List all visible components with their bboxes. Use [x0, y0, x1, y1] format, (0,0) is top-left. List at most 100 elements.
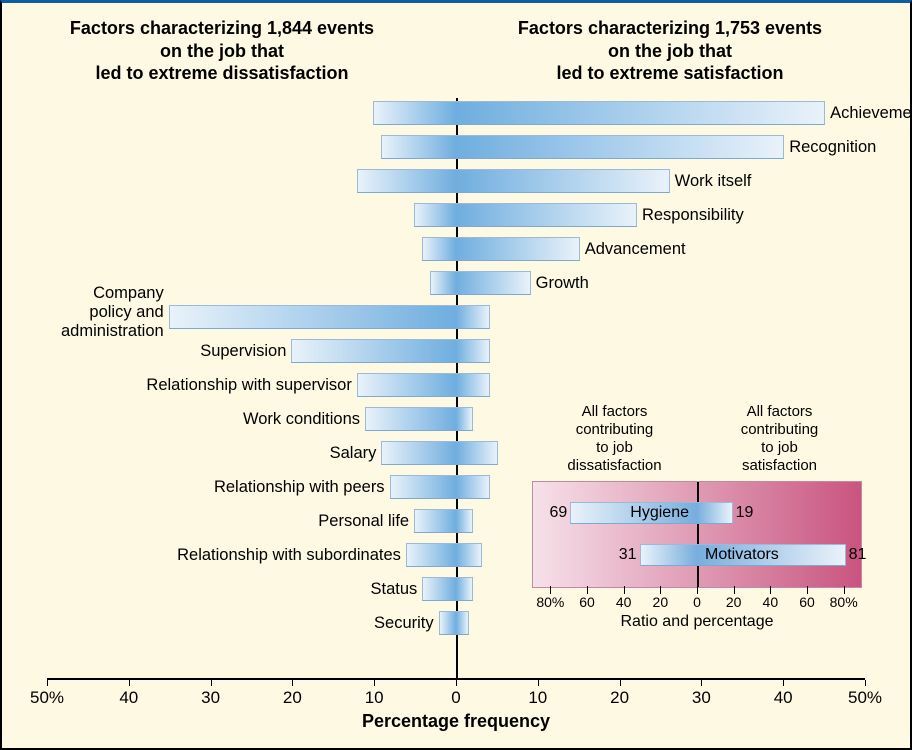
bar-positive [456, 169, 670, 193]
bar-positive [456, 203, 637, 227]
x-tick [129, 680, 130, 686]
inset-x-tick [807, 586, 808, 594]
bar-positive [456, 475, 490, 499]
inset-x-tick-label: 80% [830, 594, 858, 610]
bar-positive [456, 339, 490, 363]
bar-positive [456, 611, 469, 635]
x-tick-label: 50% [30, 688, 64, 708]
factor-label: Supervision [0, 336, 286, 366]
header-left: Factors characterizing 1,844 eventson th… [22, 17, 422, 85]
x-tick-label: 20 [610, 688, 629, 708]
header-right: Factors characterizing 1,753 eventson th… [470, 17, 870, 85]
bar-positive [456, 407, 473, 431]
factor-label: Salary [0, 438, 376, 468]
inset-bar-label: Hygiene [571, 498, 697, 528]
x-tick [374, 680, 375, 686]
inset-x-tick-label: 60 [579, 594, 595, 610]
x-tick-label: 30 [201, 688, 220, 708]
x-tick-label: 30 [692, 688, 711, 708]
bar-positive [456, 543, 482, 567]
inset-x-tick-label: 60 [799, 594, 815, 610]
x-tick [865, 680, 866, 686]
factor-label: Status [0, 574, 417, 604]
factor-row: Work itself [47, 166, 865, 196]
factor-row: Achievement [47, 98, 865, 128]
bar-positive [456, 237, 580, 261]
factor-label: Work itself [675, 166, 905, 196]
x-tick [783, 680, 784, 686]
factor-row: Recognition [47, 132, 865, 162]
bar-positive [456, 373, 490, 397]
bar-negative [365, 407, 456, 431]
bar-negative [357, 169, 456, 193]
bar-negative [390, 475, 456, 499]
inset-x-tick-label: 0 [693, 594, 701, 610]
inset-chart: All factorscontributingto jobdissatisfac… [532, 403, 862, 633]
factor-label: Achievement [830, 98, 905, 128]
factor-label: Recognition [789, 132, 905, 162]
inset-bar-positive [697, 502, 733, 524]
bar-negative [169, 305, 456, 329]
inset-x-tick [844, 586, 845, 594]
factor-label: Personal life [0, 506, 409, 536]
inset-value-negative: 69 [549, 498, 567, 528]
factor-label: Companypolicy andadministration [0, 284, 164, 332]
bar-negative [373, 101, 456, 125]
bar-negative [406, 543, 456, 567]
inset-x-tick-label: 40 [763, 594, 779, 610]
inset-row: Hygiene69 19 [533, 498, 861, 528]
inset-x-tick [587, 586, 588, 594]
factor-label: Growth [536, 268, 905, 298]
x-tick-label: 40 [119, 688, 138, 708]
bar-negative [414, 509, 456, 533]
factor-row: Advancement [47, 234, 865, 264]
bar-negative [291, 339, 456, 363]
factor-row: Supervision [47, 336, 865, 366]
x-tick [701, 680, 702, 686]
x-tick-label: 0 [451, 688, 460, 708]
bar-positive [456, 101, 825, 125]
bar-negative [357, 373, 456, 397]
factor-row: Relationship with supervisor [47, 370, 865, 400]
inset-x-axis-label: Ratio and percentage [532, 613, 862, 631]
factor-label: Relationship with subordinates [0, 540, 401, 570]
bar-negative [439, 611, 456, 635]
inset-value-negative: 31 [619, 540, 637, 570]
x-tick-label: 10 [365, 688, 384, 708]
x-tick-label: 10 [528, 688, 547, 708]
inset-x-tick [770, 586, 771, 594]
x-tick [538, 680, 539, 686]
bar-negative [430, 271, 456, 295]
x-tick-label: 20 [283, 688, 302, 708]
inset-x-tick-label: 40 [616, 594, 632, 610]
inset-x-tick-label: 80% [536, 594, 564, 610]
x-tick [211, 680, 212, 686]
inset-x-tick [624, 586, 625, 594]
factor-row: Growth [47, 268, 865, 298]
x-tick [292, 680, 293, 686]
bar-positive [456, 441, 498, 465]
inset-body: Hygiene6919Motivators3181 [532, 481, 862, 588]
factor-label: Security [0, 608, 434, 638]
x-tick-label: 40 [774, 688, 793, 708]
x-axis-label: Percentage frequency [47, 711, 865, 732]
bar-negative [381, 135, 456, 159]
inset-value-positive: 19 [736, 498, 754, 528]
factor-label: Responsibility [642, 200, 905, 230]
bar-negative [422, 577, 456, 601]
inset-x-tick [660, 586, 661, 594]
bar-positive [456, 135, 784, 159]
factor-row: Companypolicy andadministration [47, 302, 865, 332]
bar-positive [456, 509, 473, 533]
factor-label: Advancement [585, 234, 905, 264]
inset-value-positive: 81 [849, 540, 867, 570]
factor-label: Work conditions [0, 404, 360, 434]
bar-negative [422, 237, 456, 261]
x-tick [456, 680, 457, 686]
inset-x-tick-label: 20 [653, 594, 669, 610]
bar-positive [456, 577, 473, 601]
factor-label: Relationship with supervisor [0, 370, 352, 400]
bar-negative [381, 441, 456, 465]
x-tick-label: 50% [848, 688, 882, 708]
inset-bar-label: Motivators [697, 540, 845, 570]
